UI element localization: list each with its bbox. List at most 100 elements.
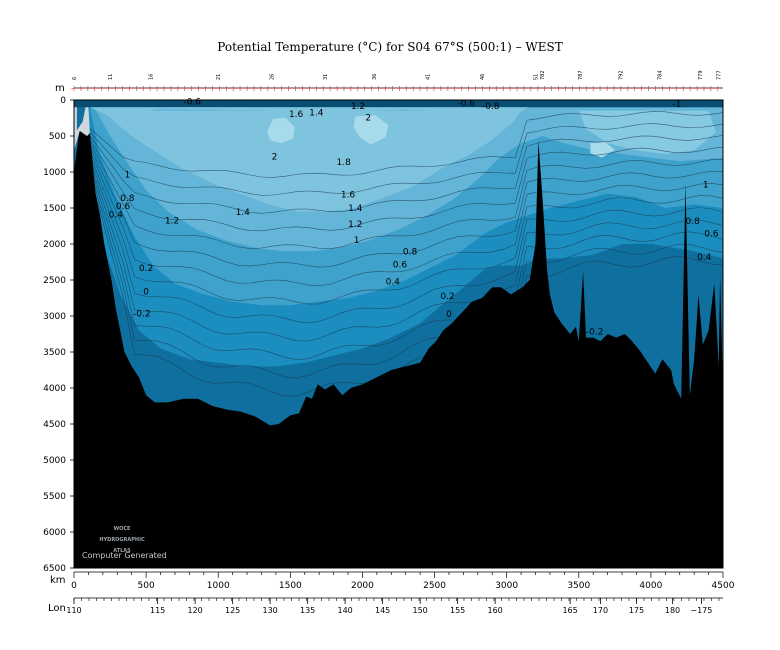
shelf-wedge — [74, 107, 90, 151]
station-marker: + — [188, 84, 195, 93]
x-tick-label-5: 2500 — [423, 581, 446, 591]
station-marker: + — [507, 84, 514, 93]
watermark-line-1: HYDROGRAPHIC — [99, 537, 145, 543]
station-marker: + — [126, 84, 133, 93]
y-tick-label-4: 2000 — [43, 240, 66, 250]
station-marker: + — [244, 84, 251, 93]
station-label-12: 792 — [619, 70, 625, 80]
station-marker: + — [486, 84, 493, 93]
station-marker: + — [354, 84, 361, 93]
station-label-0: 6 — [72, 77, 78, 80]
station-marker: + — [271, 84, 278, 93]
station-marker: + — [541, 84, 548, 93]
station-label-10: 782 — [540, 70, 546, 80]
station-marker: + — [119, 84, 126, 93]
station-marker: + — [638, 84, 645, 93]
station-marker: + — [341, 84, 348, 93]
contour-label-12: 0.8 — [403, 247, 418, 257]
y-tick-label-6: 3000 — [43, 312, 66, 322]
contour-line-1 — [88, 123, 723, 196]
contour-label-1: 0.8 — [120, 194, 135, 204]
station-marker: + — [264, 84, 271, 93]
station-marker: + — [375, 84, 382, 93]
station-marker: + — [396, 84, 403, 93]
lon-tick-label-12: 170 — [593, 606, 608, 615]
contour-label-31: -0.8 — [482, 102, 500, 112]
contour-label-17: -0.2 — [434, 353, 452, 363]
y-tick-label-0: 0 — [60, 96, 66, 106]
station-label-9: 51 — [534, 74, 540, 80]
station-marker: + — [611, 84, 618, 93]
contour-label-9: 1.4 — [348, 204, 363, 214]
station-marker: + — [174, 84, 181, 93]
y-tick-label-11: 5500 — [43, 492, 66, 502]
axes: 0500100015002000250030003500400045005000… — [43, 83, 735, 615]
station-marker: + — [216, 84, 223, 93]
lon-tick-label-3: 125 — [225, 606, 240, 615]
contour-label-2: 0.6 — [116, 202, 131, 212]
x-tick-label-4: 2000 — [351, 581, 374, 591]
station-marker: + — [521, 84, 528, 93]
station-marker: + — [91, 84, 98, 93]
y-tick-label-2: 1000 — [43, 168, 66, 178]
station-marker: + — [237, 84, 244, 93]
station-marker: + — [202, 84, 209, 93]
station-marker: + — [666, 84, 673, 93]
station-marker: + — [514, 84, 521, 93]
temperature-bands — [74, 100, 723, 367]
station-marker: + — [569, 84, 576, 93]
station-marker: + — [500, 84, 507, 93]
station-marker: + — [659, 84, 666, 93]
station-marker: + — [528, 84, 535, 93]
lon-tick-label-7: 145 — [375, 606, 390, 615]
station-marker: + — [687, 84, 694, 93]
station-marker: + — [195, 84, 202, 93]
station-marker: + — [417, 84, 424, 93]
contour-label-0: 1 — [124, 170, 130, 180]
contour-label-23: 0.8 — [686, 217, 701, 227]
y-tick-label-10: 5000 — [43, 456, 66, 466]
station-label-11: 787 — [578, 70, 584, 80]
x-tick-label-2: 1000 — [207, 581, 230, 591]
station-marker: + — [534, 84, 541, 93]
x-axis-label: km — [50, 575, 66, 586]
station-marker: + — [493, 84, 500, 93]
contour-label-10: 1.2 — [348, 220, 362, 230]
contour-label-18: 0.2 — [139, 264, 153, 274]
station-marker: + — [618, 84, 625, 93]
y-tick-label-5: 2500 — [43, 276, 66, 286]
station-marker: + — [161, 84, 168, 93]
station-marker: + — [583, 84, 590, 93]
station-marker: + — [368, 84, 375, 93]
x-tick-label-1: 500 — [138, 581, 155, 591]
station-marker: + — [701, 84, 708, 93]
y-tick-label-9: 4500 — [43, 420, 66, 430]
station-marker: + — [285, 84, 292, 93]
x-tick-label-0: 0 — [71, 581, 77, 591]
lon-tick-label-6: 140 — [337, 606, 352, 615]
station-marker: + — [472, 84, 479, 93]
contour-label-11: 1 — [354, 236, 360, 246]
station-marker: + — [299, 84, 306, 93]
station-label-6: 36 — [372, 74, 378, 80]
upper-warm-layer — [89, 107, 529, 117]
y-tick-label-13: 6500 — [43, 564, 66, 574]
contour-line-11 — [88, 164, 723, 379]
station-marker: + — [320, 84, 327, 93]
lon-tick-label-10: 160 — [487, 606, 502, 615]
station-marker: + — [624, 84, 631, 93]
band-4 — [267, 118, 295, 144]
lon-tick-label-4: 130 — [263, 606, 278, 615]
y-tick-label-7: 3500 — [43, 348, 66, 358]
contour-label-24: 0.6 — [704, 229, 719, 239]
station-marker: + — [140, 84, 147, 93]
x-tick-label-9: 4500 — [712, 581, 735, 591]
station-marker: + — [555, 84, 562, 93]
contour-label-15: 0.2 — [440, 292, 454, 302]
station-marker: + — [382, 84, 389, 93]
contour-line-2 — [88, 133, 723, 214]
contour-label-16: 0 — [446, 310, 452, 320]
contour-label-13: 0.6 — [393, 260, 408, 270]
station-marker: + — [708, 84, 715, 93]
contour-label-8: 1.6 — [341, 191, 356, 201]
